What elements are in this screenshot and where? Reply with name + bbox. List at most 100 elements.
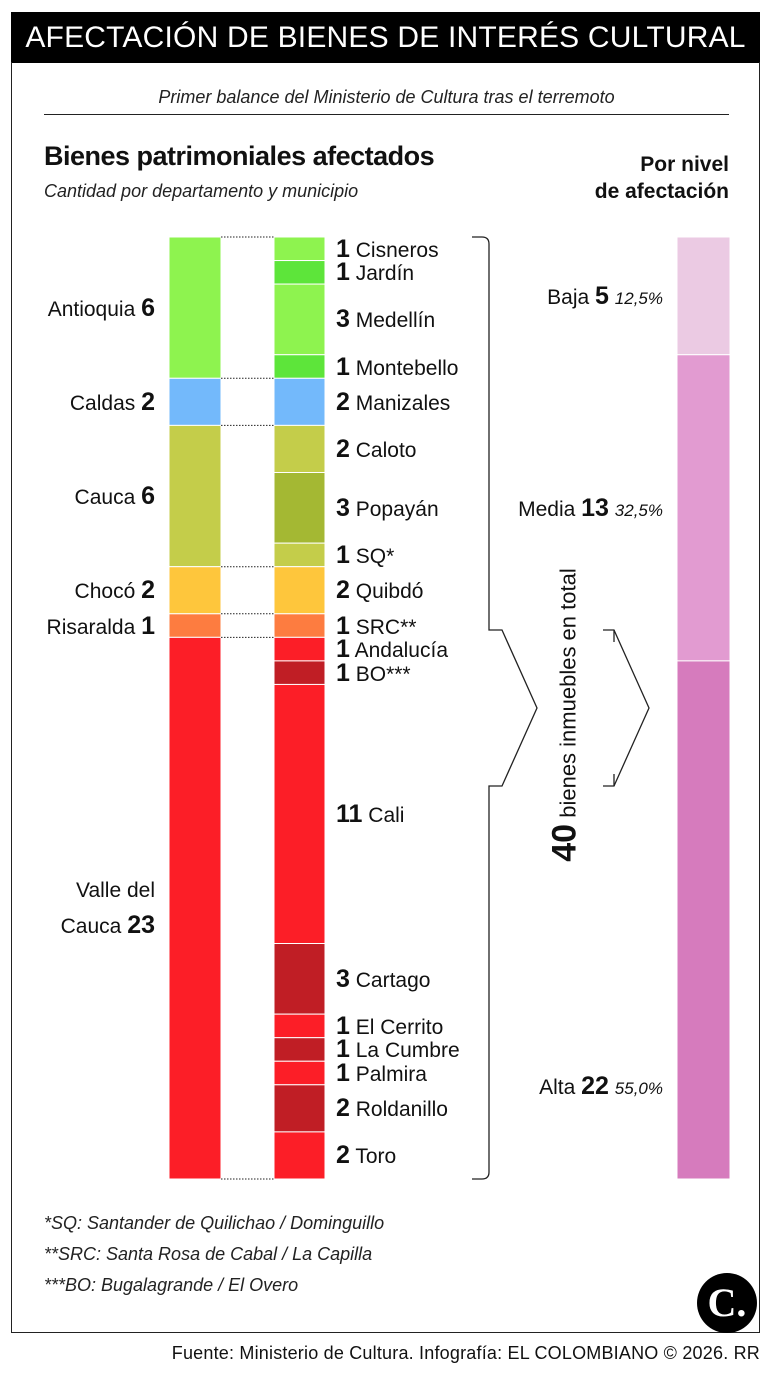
section-subtitle: Cantidad por departamento y municipio [44,181,359,201]
level-name: Media [518,497,582,521]
municipality-value: 1 [336,234,350,263]
municipality-label-bo: 1 BO*** [336,658,411,687]
municipality-name: BO*** [355,662,411,686]
municipality-label-montebello: 1 Montebello [336,352,459,381]
municipality-value: 2 [336,434,350,463]
level-percent: 55,0% [614,1079,663,1098]
municipality-value: 1 [336,1059,350,1088]
content-frame [11,62,760,1333]
subtitle-divider [44,114,729,115]
municipality-label-cartago: 3 Cartago [336,964,431,993]
department-name-line2: Cauca [60,915,128,939]
municipality-label-roldanillo: 2 Roldanillo [336,1096,448,1122]
level-label-alta: Alta 22 55,0% [539,1072,663,1101]
municipality-value: 1 [336,611,350,640]
level-label-media: Media 13 32,5% [518,494,663,523]
el-colombiano-logo: C. [697,1273,757,1333]
municipality-name: Medellín [355,309,436,333]
department-label-risaralda: Risaralda 1 [47,609,155,645]
department-name: Risaralda [46,615,142,639]
municipality-label-el-cerrito: 1 El Cerrito [336,1011,444,1040]
level-value: 13 [581,493,609,522]
municipality-value: 2 [336,387,350,416]
department-value: 2 [141,576,155,605]
municipality-name: SQ* [355,544,395,568]
department-value: 6 [141,482,155,511]
municipality-name: Manizales [355,391,451,415]
level-percent: 12,5% [614,288,663,308]
municipality-label-quibdo: 2 Quibdó [336,578,423,604]
municipality-name: La Cumbre [355,1039,460,1063]
municipality-name: Toro [355,1145,397,1169]
municipality-label-src: 1 SRC** [336,611,417,640]
department-name-line2-row: Cauca 23 [61,908,155,944]
department-name: Antioquia [47,297,142,321]
level-title-line1: Por nivel [640,153,729,176]
footnote-bo: ***BO: Bugalagrande / El Overo [44,1275,299,1295]
municipality-name: Montebello [355,356,459,380]
municipality-name: Caloto [355,438,417,462]
municipality-label-medellin: 3 Medellín [336,307,435,333]
municipality-name: Andalucía [354,639,448,663]
department-name: Chocó [74,580,142,604]
municipality-name: Popayán [355,497,439,521]
level-name: Baja [547,285,596,309]
level-value: 22 [581,1072,609,1100]
municipality-value: 1 [336,258,350,287]
municipality-label-sq: 1 SQ* [336,542,395,569]
level-value: 5 [595,281,609,310]
municipality-label-popayan: 3 Popayán [336,493,439,522]
department-name-line1: Valle del [76,879,155,903]
level-title-line2: de afectación [594,180,729,203]
department-label-antioquia: Antioquia 6 [48,291,155,327]
municipality-label-palmira: 1 Palmira [336,1061,427,1087]
level-title: Por nivel de afectación [529,151,729,205]
municipality-label-caloto: 2 Caloto [336,434,417,463]
municipality-name: SRC** [355,615,417,639]
department-value: 2 [141,387,155,416]
total-caption: bienes inmuebles en total [555,568,581,818]
municipality-value: 1 [336,1011,350,1040]
source-credit: Fuente: Ministerio de Cultura. Infografí… [171,1343,760,1363]
level-name: Alta [539,1076,582,1099]
municipality-label-toro: 2 Toro [336,1143,396,1169]
department-value: 23 [127,911,155,940]
municipality-name: El Cerrito [355,1015,444,1039]
department-label-choco: Chocó 2 [75,573,155,609]
municipality-value: 1 [336,352,350,381]
municipality-value: 3 [336,964,350,993]
department-label-caldas: Caldas 2 [70,385,155,421]
municipality-label-manizales: 2 Manizales [336,387,451,416]
municipality-name: Cali [368,803,405,827]
department-name: Cauca [74,486,142,510]
department-label-valle-del-cauca: Valle del Cauca 23 [61,874,155,944]
municipality-label-cisneros: 1 Cisneros [336,234,439,263]
municipality-value: 3 [336,305,350,334]
page-subtitle: Primer balance del Ministerio de Cultura… [158,87,615,107]
level-label-baja: Baja 5 12,5% [547,282,663,311]
municipality-name: Roldanillo [355,1098,448,1122]
municipality-label-andalucia: 1 Andalucía [336,637,448,663]
municipality-name: Quibdó [355,580,424,604]
municipality-value: 1 [336,635,350,664]
department-label-cauca: Cauca 6 [75,479,155,515]
total-value: 40 [545,823,584,862]
municipality-name: Palmira [355,1063,427,1087]
municipality-value: 2 [336,576,350,605]
department-value: 1 [141,611,155,640]
footnote-src: **SRC: Santa Rosa de Cabal / La Capilla [44,1244,373,1264]
department-value: 6 [141,293,155,322]
municipality-value: 11 [336,799,363,828]
footnote-sq: *SQ: Santander de Quilichao / Dominguill… [44,1213,385,1233]
municipality-value: 1 [336,658,350,687]
department-name: Caldas [69,391,142,415]
municipality-value: 2 [336,1094,350,1123]
level-percent: 32,5% [614,500,663,520]
municipality-label-cali: 11 Cali [336,799,405,828]
municipality-label-jardin: 1 Jardín [336,260,414,286]
municipality-label-la-cumbre: 1 La Cumbre [336,1037,460,1063]
municipality-name: Cisneros [355,238,439,262]
municipality-name: Cartago [355,968,431,992]
municipality-value: 2 [336,1141,350,1170]
municipality-value: 3 [336,493,350,522]
